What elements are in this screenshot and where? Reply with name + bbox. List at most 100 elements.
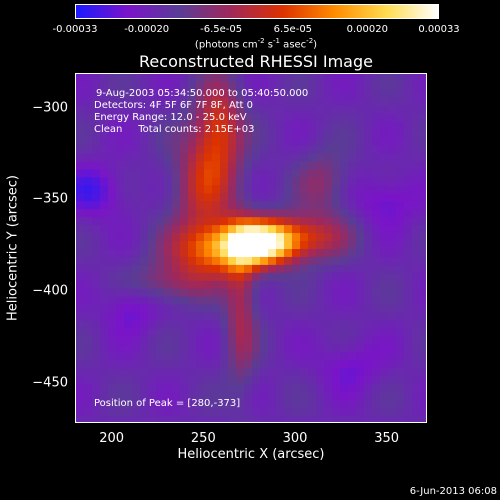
heatmap-cell — [124, 153, 133, 163]
heatmap-cell — [300, 193, 309, 202]
heatmap-cell — [140, 320, 149, 330]
heatmap-cell — [260, 217, 269, 226]
heatmap-cell — [284, 288, 293, 298]
heatmap-cell — [84, 233, 93, 242]
heatmap-cell — [164, 233, 173, 242]
heatmap-cell — [132, 360, 141, 369]
heatmap-cell — [124, 137, 133, 147]
heatmap-cell — [364, 392, 373, 401]
heatmap-cell — [116, 400, 125, 409]
heatmap-cell — [204, 161, 213, 171]
heatmap-cell — [364, 241, 373, 250]
heatmap-cell — [332, 225, 341, 234]
heatmap-cell — [108, 113, 117, 123]
heatmap-cell — [348, 384, 357, 393]
heatmap-cell — [140, 416, 149, 422]
heatmap-cell — [404, 81, 413, 91]
heatmap-cell — [244, 241, 253, 250]
heatmap-cell — [364, 105, 373, 115]
heatmap-cell — [364, 288, 373, 298]
heatmap-cell — [148, 74, 157, 83]
heatmap-cell — [252, 129, 261, 139]
heatmap-cell — [116, 81, 125, 91]
heatmap-cell — [212, 352, 221, 361]
heatmap-cell — [84, 264, 93, 274]
heatmap-cell — [276, 376, 285, 385]
heatmap-cell — [292, 416, 301, 422]
heatmap-cell — [292, 193, 301, 202]
heatmap-cell — [116, 368, 125, 377]
heatmap-cell — [396, 384, 405, 393]
heatmap-cell — [156, 384, 165, 393]
heatmap-cell — [284, 177, 293, 186]
heatmap-cell — [164, 161, 173, 171]
heatmap-cell — [292, 320, 301, 330]
heatmap-cell — [284, 233, 293, 242]
heatmap-cell — [220, 81, 229, 91]
heatmap-cell — [220, 129, 229, 139]
heatmap-cell — [204, 304, 213, 314]
heatmap-cell — [380, 368, 389, 377]
heatmap-cell — [420, 97, 426, 107]
heatmap-cell — [156, 392, 165, 401]
heatmap-cell — [356, 185, 365, 194]
heatmap-cell — [188, 105, 197, 115]
heatmap-cell — [404, 97, 413, 107]
heatmap-cell — [396, 296, 405, 306]
heatmap-cell — [132, 113, 141, 123]
heatmap-cell — [196, 233, 205, 242]
heatmap-cell — [356, 129, 365, 139]
heatmap-cell — [204, 169, 213, 178]
heatmap-cell — [252, 225, 261, 234]
heatmap-cell — [164, 97, 173, 107]
heatmap-cell — [212, 81, 221, 91]
heatmap-cell — [132, 272, 141, 282]
heatmap-cell — [404, 312, 413, 322]
heatmap-cell — [236, 400, 245, 409]
heatmap-cell — [412, 97, 421, 107]
heatmap-cell — [380, 74, 389, 83]
heatmap-cell — [244, 89, 253, 99]
heatmap-cell — [196, 201, 205, 210]
heatmap-cell — [244, 328, 253, 338]
heatmap-cell — [372, 280, 381, 290]
heatmap-cell — [404, 249, 413, 258]
heatmap-cell — [148, 360, 157, 369]
heatmap-cell — [148, 272, 157, 282]
heatmap-cell — [252, 344, 261, 353]
heatmap-cell — [100, 256, 109, 266]
heatmap-cell — [204, 312, 213, 322]
heatmap-cell — [156, 400, 165, 409]
heatmap-cell — [396, 177, 405, 186]
heatmap-cell — [420, 392, 426, 401]
heatmap-cell — [172, 153, 181, 163]
heatmap-cell — [252, 169, 261, 178]
heatmap-cell — [404, 161, 413, 171]
heatmap-cell — [188, 209, 197, 218]
heatmap-cell — [268, 304, 277, 314]
heatmap-cell — [260, 129, 269, 139]
heatmap-cell — [76, 217, 85, 226]
heatmap-cell — [340, 217, 349, 226]
heatmap-cell — [204, 392, 213, 401]
heatmap-cell — [340, 193, 349, 202]
heatmap-cell — [300, 81, 309, 91]
heatmap-cell — [388, 185, 397, 194]
heatmap-cell — [252, 81, 261, 91]
heatmap-cell — [276, 249, 285, 258]
heatmap-cell — [180, 121, 189, 131]
heatmap-cell — [364, 280, 373, 290]
heatmap-cell — [332, 169, 341, 178]
heatmap-cell — [236, 105, 245, 115]
heatmap-cell — [212, 89, 221, 99]
heatmap-cell — [276, 145, 285, 155]
heatmap-cell — [364, 272, 373, 282]
heatmap-cell — [316, 352, 325, 361]
heatmap-cell — [236, 233, 245, 242]
heatmap-cell — [84, 296, 93, 306]
heatmap-cell — [164, 241, 173, 250]
heatmap-cell — [156, 97, 165, 107]
heatmap-cell — [300, 336, 309, 346]
heatmap-cell — [268, 312, 277, 322]
heatmap-cell — [228, 408, 237, 417]
